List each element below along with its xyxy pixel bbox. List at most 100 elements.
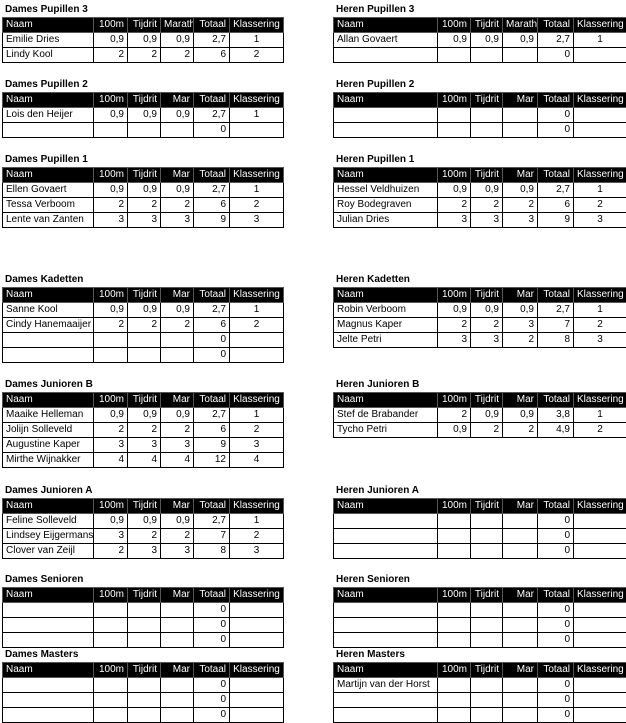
data-row: 0 [2, 332, 284, 348]
cell [333, 692, 438, 708]
cell [2, 632, 94, 648]
header-cell: 100m [437, 167, 471, 183]
cell [93, 602, 128, 618]
cell [573, 617, 626, 633]
data-row: Maaike Helleman 0,9 0,9 0,9 2,7 1 [2, 407, 284, 423]
section: Heren Kadetten Naam 100m Tijdrit Mar Totaal Kl… [333, 272, 626, 348]
header-row: Naam 100m Tijdrit Mar Totaal Klassering [333, 662, 626, 678]
cell [333, 632, 438, 648]
cell: 0 [537, 677, 574, 693]
header-cell: Totaal [537, 392, 574, 408]
cell: Roy Bodegraven [333, 197, 438, 213]
cell [2, 602, 94, 618]
header-cell: 100m [437, 17, 471, 33]
header-cell: Naam [333, 17, 438, 33]
header-cell: 100m [437, 287, 471, 303]
cell: 3 [502, 212, 538, 228]
header-cell: Naam [333, 392, 438, 408]
cell [93, 632, 128, 648]
section-title: Heren Kadetten [336, 274, 410, 285]
cell: 0 [193, 602, 230, 618]
cell [2, 677, 94, 693]
cell: Sanne Kool [2, 302, 94, 318]
cell: 2,7 [193, 32, 230, 48]
cell [437, 617, 471, 633]
cell: 7 [537, 317, 574, 333]
header-cell: Naam [2, 17, 94, 33]
data-row: 0 [333, 602, 626, 618]
section: Heren Masters Naam 100m Tijdrit Mar Totaal Kla… [333, 647, 626, 723]
cell: Magnus Kaper [333, 317, 438, 333]
section-title: Dames Pupillen 1 [5, 154, 88, 165]
header-cell: Tijdrit [470, 167, 503, 183]
data-row: 0 [2, 707, 284, 723]
results-table: Naam 100m Tijdrit Mar Totaal Klassering Maaike… [2, 392, 284, 468]
cell: 0,9 [502, 32, 538, 48]
header-cell: 100m [437, 92, 471, 108]
cell: 2 [160, 197, 194, 213]
results-table: Naam 100m Tijdrit Mar Totaal Klassering Martij… [333, 662, 626, 723]
data-row: Lindsey Eijgermans 3 2 2 7 2 [2, 528, 284, 544]
data-row: Roy Bodegraven 2 2 2 6 2 [333, 197, 626, 213]
cell: 8 [537, 332, 574, 348]
cell: 0,9 [437, 302, 471, 318]
cell: 2 [229, 47, 284, 63]
cell [573, 47, 626, 63]
section: Heren Pupillen 1 Naam 100m Tijdrit Mar Totaal… [333, 152, 626, 228]
header-cell: Mar [502, 587, 538, 603]
data-row: 0 [333, 528, 626, 544]
cell [93, 617, 128, 633]
header-cell: Klassering [229, 392, 284, 408]
cell: 0,9 [437, 182, 471, 198]
cell [127, 632, 161, 648]
header-row: Naam 100m Tijdrit Mar Totaal Klassering [2, 92, 284, 108]
results-table: Naam 100m Tijdrit Mar Totaal Klassering Feline… [2, 498, 284, 559]
cell [127, 332, 161, 348]
data-row: 0 [333, 513, 626, 529]
header-row: Naam 100m Tijdrit Mar Totaal Klassering [333, 498, 626, 514]
cell [333, 528, 438, 544]
cell: Mirthe Wijnakker [2, 452, 94, 468]
cell: 1 [229, 182, 284, 198]
cell: 0,9 [127, 107, 161, 123]
cell [502, 707, 538, 723]
cell: 2 [127, 317, 161, 333]
cell [573, 632, 626, 648]
data-row: 0 [2, 692, 284, 708]
section: Dames Pupillen 2 Naam 100m Tijdrit Mar Totaal… [2, 77, 284, 138]
cell: 0,9 [470, 407, 503, 423]
cell: 2 [437, 197, 471, 213]
cell [502, 528, 538, 544]
results-table: Naam 100m Tijdrit Mar Totaal Klassering 0 0 0 [333, 587, 626, 648]
cell [229, 332, 284, 348]
cell: 2 [93, 197, 128, 213]
cell [437, 543, 471, 559]
cell: 0 [537, 528, 574, 544]
header-cell: Tijdrit [127, 92, 161, 108]
cell: Lente van Zanten [2, 212, 94, 228]
cell: 3 [437, 212, 471, 228]
data-row: 0 [2, 602, 284, 618]
section: Dames Junioren B Naam 100m Tijdrit Mar Totaal… [2, 377, 284, 468]
results-table: Naam 100m Tijdrit Mar Totaal Klassering Hessel… [333, 167, 626, 228]
header-cell: Klassering [573, 167, 626, 183]
cell [470, 632, 503, 648]
data-row: Cindy Hanemaaijer 2 2 2 6 2 [2, 317, 284, 333]
header-cell: Mar [160, 662, 194, 678]
header-row: Naam 100m Tijdrit Mar Totaal Klassering [2, 392, 284, 408]
cell: 2 [160, 47, 194, 63]
header-cell: 100m [437, 587, 471, 603]
cell [573, 528, 626, 544]
data-row: Robin Verboom 0,9 0,9 0,9 2,7 1 [333, 302, 626, 318]
header-cell: Mar [502, 287, 538, 303]
data-row: Sanne Kool 0,9 0,9 0,9 2,7 1 [2, 302, 284, 318]
cell: 0 [537, 692, 574, 708]
results-table: Naam 100m Tijdrit Marath Totaal Klassering Emi… [2, 17, 284, 63]
section-title: Heren Junioren B [336, 379, 420, 390]
cell [2, 332, 94, 348]
cell: 0 [193, 692, 230, 708]
header-cell: 100m [437, 662, 471, 678]
cell: Martijn van der Horst [333, 677, 438, 693]
section-title: Heren Pupillen 1 [336, 154, 415, 165]
header-cell: Klassering [229, 167, 284, 183]
